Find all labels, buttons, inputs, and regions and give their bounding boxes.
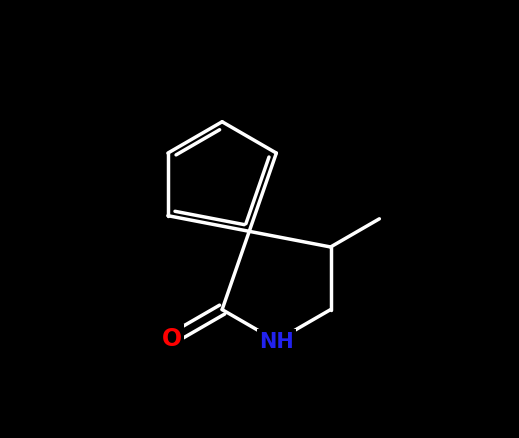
Text: O: O: [162, 327, 182, 350]
Text: NH: NH: [259, 331, 294, 351]
